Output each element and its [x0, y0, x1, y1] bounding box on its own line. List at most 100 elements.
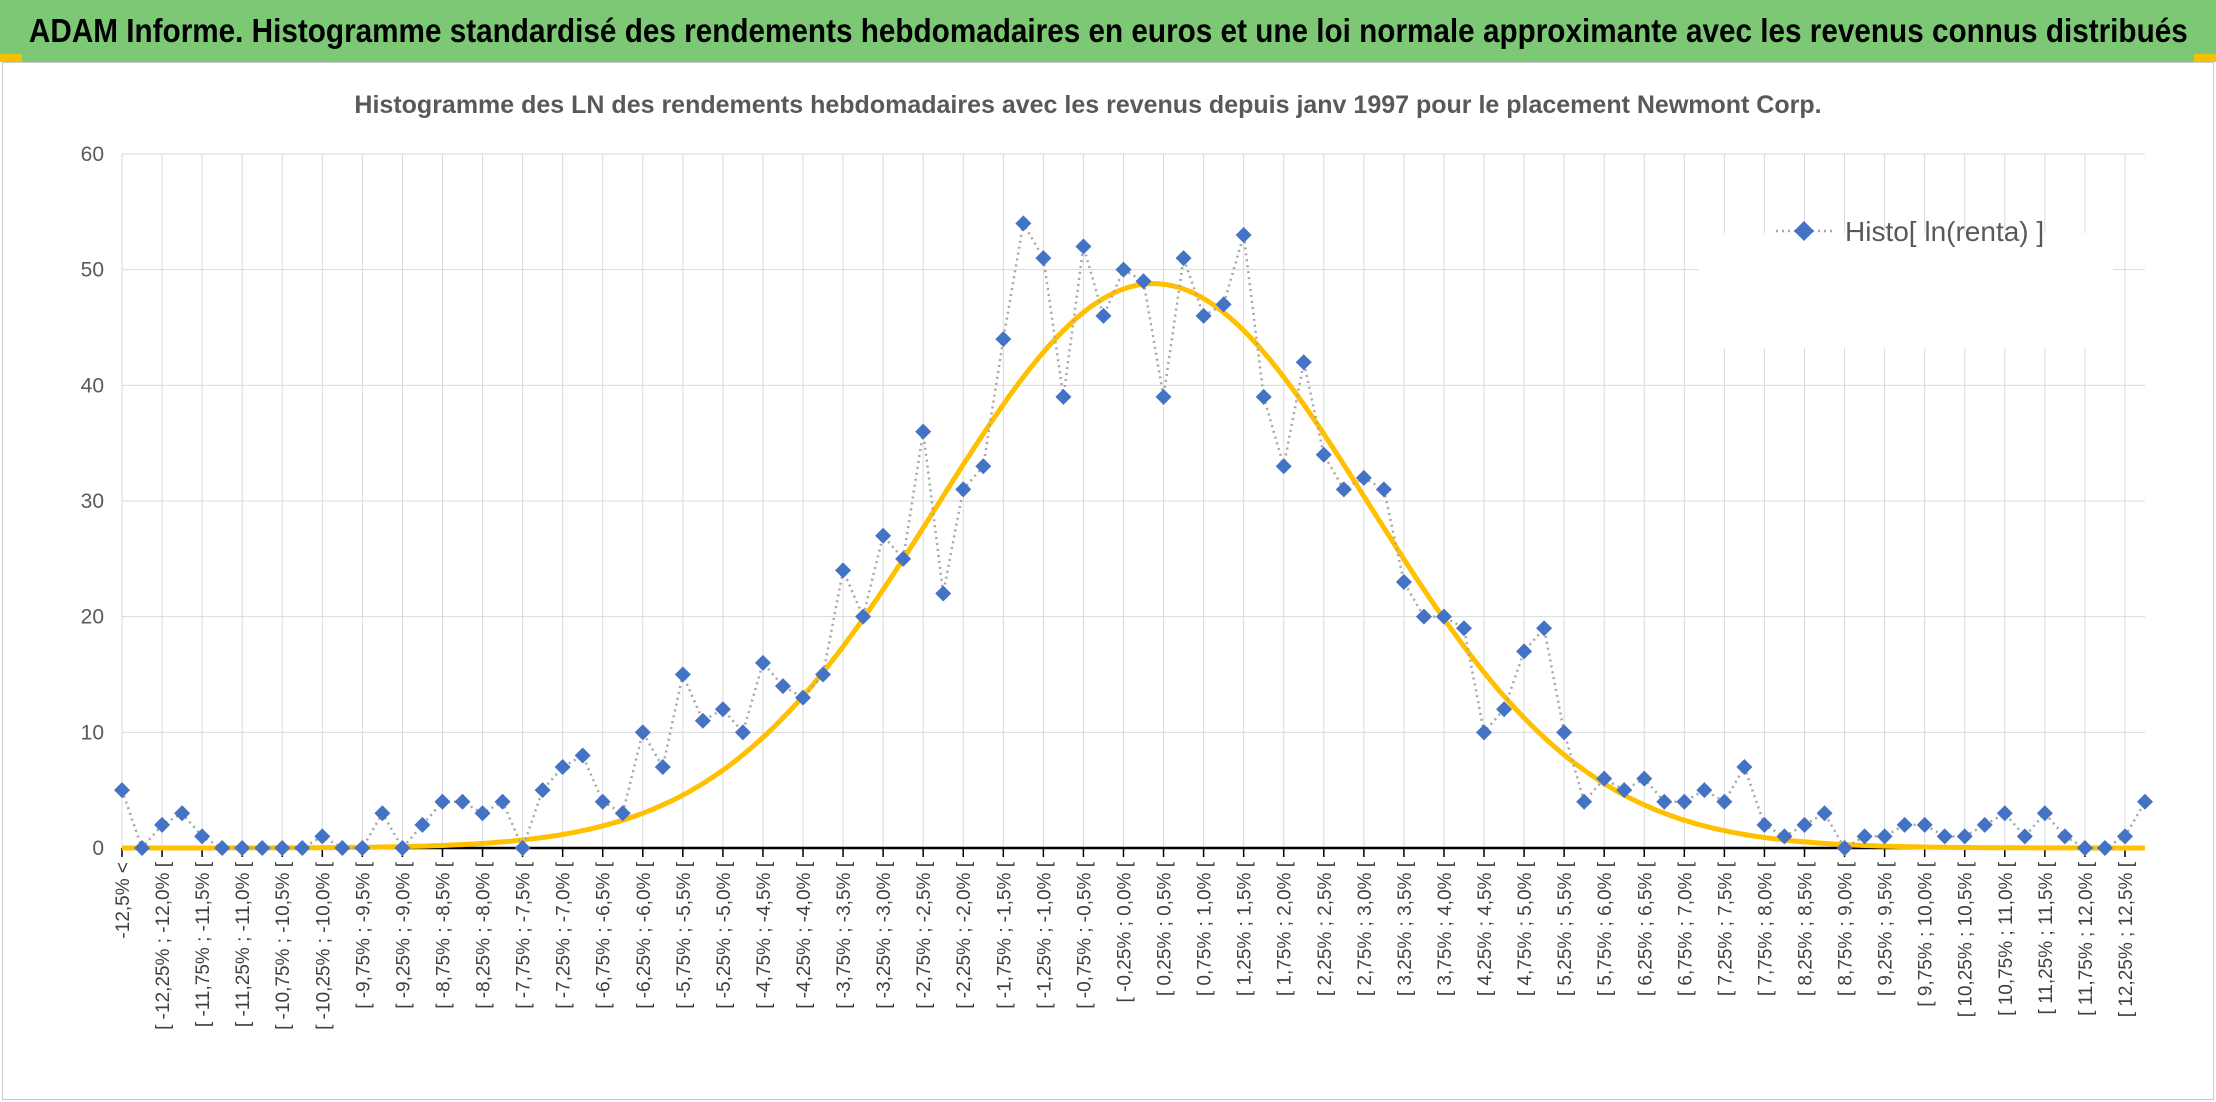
x-tick-label: [ 5,25% ; 5,5% [ [1555, 861, 1576, 996]
data-point [754, 654, 771, 671]
x-tick-label: [ -10,25% ; -10,0% [ [313, 861, 334, 1030]
data-point [1896, 816, 1913, 833]
report-banner: ADAM Informe. Histogramme standardisé de… [0, 0, 2216, 62]
x-tick-label: [ -5,25% ; -5,0% [ [714, 861, 735, 1009]
x-tick-label: [ -0,75% ; -0,5% [ [1074, 861, 1095, 1009]
data-point [1576, 793, 1593, 810]
data-point [1796, 816, 1813, 833]
data-point [1836, 840, 1853, 856]
legend-box [1698, 233, 2113, 348]
y-tick-label: 0 [92, 837, 104, 860]
data-point [334, 840, 351, 856]
data-point [915, 423, 932, 440]
banner-corner-left [0, 54, 22, 62]
chart-title: Histogramme des LN des rendements hebdom… [354, 91, 1821, 119]
data-point [654, 759, 671, 776]
data-point [1315, 446, 1332, 463]
x-tick-label: [ 3,75% ; 4,0% [ [1435, 861, 1456, 996]
data-point [674, 666, 691, 683]
x-tick-label: [ 4,25% ; 4,5% [ [1475, 861, 1496, 996]
data-point [1435, 608, 1452, 625]
data-point [1696, 782, 1713, 799]
data-point [835, 562, 852, 579]
data-point [314, 828, 331, 845]
x-tick-label: [ 9,25% ; 9,5% [ [1876, 861, 1897, 996]
data-point [855, 608, 872, 625]
y-tick-label: 20 [81, 606, 104, 629]
data-point [1536, 620, 1553, 637]
data-point [1756, 816, 1773, 833]
x-tick-label: [ 6,25% ; 6,5% [ [1635, 861, 1656, 996]
data-point [875, 527, 892, 544]
data-point [1476, 724, 1493, 741]
data-point [1776, 828, 1793, 845]
x-tick-label: [ -12,25% ; -12,0% [ [153, 861, 174, 1030]
y-tick-label: 50 [81, 259, 104, 282]
data-point [1195, 307, 1212, 324]
x-tick-label: -12,5% < [113, 862, 134, 939]
histogram-chart: Histogramme des LN des rendements hebdom… [81, 91, 2153, 1030]
normal-curve [122, 281, 2145, 851]
data-point [554, 759, 571, 776]
data-point [294, 840, 311, 856]
x-tick-label: [ -4,25% ; -4,0% [ [794, 861, 815, 1009]
data-point [1335, 481, 1352, 498]
data-point [1255, 388, 1272, 405]
data-point [1976, 816, 1993, 833]
x-tick-label: [ -7,25% ; -7,0% [ [554, 861, 575, 1009]
data-point [154, 816, 171, 833]
x-tick-label: [ 7,25% ; 7,5% [ [1715, 861, 1736, 996]
x-tick-label: [ -11,75% ; -11,5% [ [193, 861, 214, 1027]
data-point [494, 793, 511, 810]
x-tick-label: [ 0,75% ; 1,0% [ [1195, 861, 1216, 996]
data-point [1556, 724, 1573, 741]
legend-label: Histo[ ln(renta) ] [1845, 216, 2044, 247]
data-point [1095, 307, 1112, 324]
x-tick-label: [ 4,75% ; 5,0% [ [1515, 861, 1536, 996]
x-tick-label: [ 8,25% ; 8,5% [ [1795, 861, 1816, 996]
data-point [194, 828, 211, 845]
data-point [1395, 573, 1412, 590]
data-point [955, 481, 972, 498]
x-tick-label: [ -1,75% ; -1,5% [ [994, 861, 1015, 1009]
data-point [1375, 481, 1392, 498]
data-point [174, 805, 191, 822]
x-tick-label: [ 1,25% ; 1,5% [ [1235, 861, 1256, 996]
data-point [454, 793, 471, 810]
data-point [514, 840, 531, 856]
data-point [1856, 828, 1873, 845]
data-point [1936, 828, 1953, 845]
data-point [975, 458, 992, 475]
data-point [935, 585, 952, 602]
data-point [1616, 782, 1633, 799]
data-point [1055, 388, 1072, 405]
data-point [694, 712, 711, 729]
x-tick-label: [ 3,25% ; 3,5% [ [1395, 861, 1416, 996]
x-tick-label: [ -2,75% ; -2,5% [ [914, 861, 935, 1009]
data-point [2056, 828, 2073, 845]
data-point [1275, 458, 1292, 475]
x-tick-label: [ 10,25% ; 10,5% [ [1956, 861, 1977, 1017]
x-tick-label: [ -2,25% ; -2,0% [ [954, 861, 975, 1009]
data-point [2116, 828, 2133, 845]
data-point [234, 840, 251, 856]
y-tick-label: 10 [81, 721, 104, 744]
data-point [774, 678, 791, 695]
x-tick-label: [ 12,25% ; 12,5% [ [2116, 861, 2137, 1017]
data-point [1876, 828, 1893, 845]
data-point [1355, 469, 1372, 486]
x-tick-label: [ -0,25% ; 0,0% [ [1114, 861, 1135, 1002]
x-tick-label: [ -6,25% ; -6,0% [ [634, 861, 655, 1009]
data-point [274, 840, 291, 856]
data-point [474, 805, 491, 822]
y-tick-label: 30 [81, 490, 104, 513]
data-point [1175, 250, 1192, 267]
data-point [2076, 840, 2093, 856]
x-tick-label: [ -9,25% ; -9,0% [ [393, 861, 414, 1009]
data-point [594, 793, 611, 810]
data-point [895, 550, 912, 567]
data-point [2036, 805, 2053, 822]
x-tick-label: [ 6,75% ; 7,0% [ [1675, 861, 1696, 996]
data-point [1816, 805, 1833, 822]
x-tick-label: [ 9,75% ; 10,0% [ [1916, 861, 1937, 1006]
